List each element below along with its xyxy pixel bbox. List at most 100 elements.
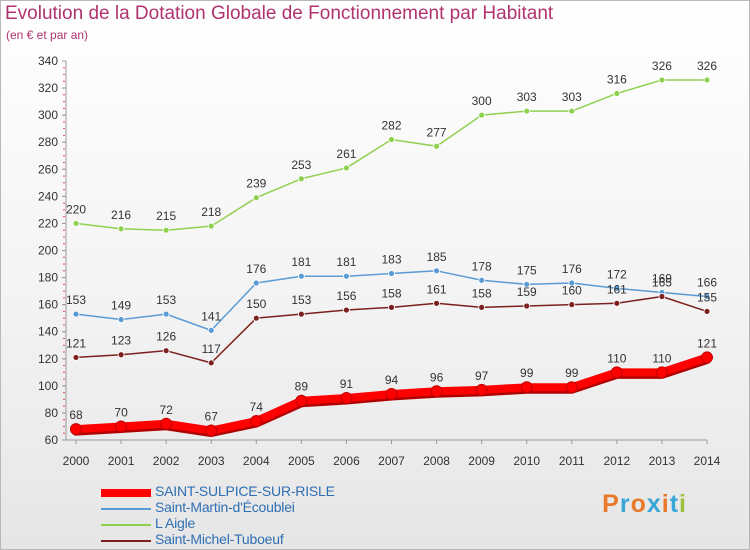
data-label: 89 (295, 380, 309, 394)
data-label: 282 (381, 119, 401, 133)
data-label: 166 (697, 276, 717, 290)
data-label: 218 (201, 205, 221, 219)
data-point (613, 284, 621, 292)
data-point (252, 279, 260, 287)
data-label: 91 (340, 377, 354, 391)
data-label: 300 (472, 94, 492, 108)
y-tick-label: 260 (38, 162, 58, 176)
data-point (343, 164, 350, 172)
data-point (658, 293, 666, 300)
data-label: 183 (381, 253, 401, 267)
data-point (297, 272, 305, 280)
data-label: 153 (66, 293, 86, 307)
legend-swatch (101, 508, 151, 510)
data-label: 150 (246, 297, 266, 311)
data-point (520, 381, 533, 394)
legend-label: Saint-Martin-d'Écoublei (155, 499, 295, 515)
data-point (523, 107, 531, 115)
data-label: 153 (291, 293, 311, 307)
logo-letter: P (602, 490, 620, 518)
data-point (523, 302, 531, 310)
data-label: 239 (246, 177, 266, 191)
data-point (568, 279, 576, 287)
data-point (117, 351, 125, 359)
data-point (478, 276, 486, 284)
legend-swatch (101, 524, 151, 526)
data-point (340, 392, 353, 405)
legend-swatch (101, 489, 151, 497)
data-label: 158 (381, 286, 401, 300)
data-label: 172 (607, 267, 627, 281)
proxiti-logo: Proxiti (602, 490, 687, 519)
data-point (297, 175, 305, 183)
x-tick-label: 2005 (288, 454, 315, 468)
y-tick-label: 100 (38, 379, 58, 393)
data-point (613, 299, 621, 307)
data-point (475, 383, 488, 396)
data-label: 72 (159, 403, 173, 417)
x-tick-label: 2011 (559, 454, 585, 468)
data-label: 68 (69, 408, 83, 422)
data-label: 158 (472, 286, 492, 300)
data-point (703, 76, 711, 84)
chart-title: Evolution de la Dotation Globale de Fonc… (5, 3, 554, 24)
data-point (703, 293, 711, 300)
data-label: 160 (562, 284, 582, 298)
data-label: 99 (520, 366, 534, 380)
data-point (433, 267, 440, 275)
data-point (568, 301, 576, 309)
data-point (207, 359, 215, 367)
x-tick-label: 2006 (333, 454, 360, 468)
data-point (205, 424, 218, 437)
data-label: 178 (472, 259, 492, 273)
data-point (115, 420, 128, 433)
legend-label: L Aigle (155, 515, 196, 531)
data-point (160, 417, 173, 430)
data-point (70, 423, 82, 436)
logo-letter: r (619, 490, 631, 518)
y-tick-label: 280 (38, 135, 58, 149)
y-tick-label: 180 (38, 271, 58, 285)
data-point (295, 394, 308, 407)
data-label: 175 (517, 263, 537, 277)
y-tick-label: 240 (38, 189, 58, 203)
data-point (117, 225, 125, 233)
data-point (658, 76, 666, 84)
data-point (523, 280, 531, 288)
data-point (610, 366, 623, 379)
data-point (430, 385, 443, 398)
data-label: 220 (66, 202, 86, 216)
data-label: 253 (291, 158, 311, 172)
data-point (297, 310, 305, 318)
data-point (343, 306, 350, 314)
y-tick-label: 140 (38, 325, 58, 339)
data-point (252, 314, 260, 322)
y-tick-label: 60 (45, 433, 59, 447)
data-label: 155 (697, 290, 717, 304)
y-tick-label: 340 (38, 54, 58, 68)
data-label: 261 (336, 147, 356, 161)
data-label: 99 (565, 366, 579, 380)
x-tick-label: 2008 (423, 454, 450, 468)
series-line (75, 79, 708, 231)
data-point (250, 415, 263, 428)
x-tick-label: 2012 (604, 454, 631, 468)
data-label: 159 (517, 285, 537, 299)
data-label: 121 (697, 336, 717, 350)
data-point (655, 366, 668, 379)
data-point (433, 142, 440, 150)
data-point (388, 303, 395, 311)
y-tick-label: 120 (38, 352, 58, 366)
x-tick-label: 2014 (694, 454, 721, 468)
data-point (478, 303, 486, 311)
data-label: 303 (562, 90, 582, 104)
data-label: 121 (66, 336, 86, 350)
x-tick-label: 2000 (63, 454, 90, 468)
data-label: 110 (652, 351, 671, 365)
y-tick-label: 300 (38, 108, 58, 122)
data-label: 216 (111, 208, 131, 222)
x-tick-label: 2003 (198, 454, 225, 468)
legend-label: SAINT-SULPICE-SUR-RISLE (155, 483, 335, 499)
y-tick-label: 220 (38, 216, 58, 230)
logo-letter: x (646, 490, 662, 518)
